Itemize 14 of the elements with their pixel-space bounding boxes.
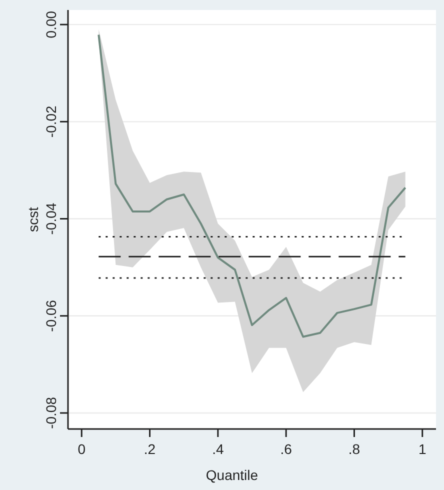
x-axis-title: Quantile	[206, 467, 258, 483]
x-tick-label: .4	[212, 441, 224, 457]
y-tick-label: -0.02	[43, 106, 59, 138]
y-tick-label: -0.04	[43, 202, 59, 235]
x-tick-label: .6	[280, 441, 292, 457]
y-tick-label: -0.06	[43, 300, 59, 332]
x-tick-label: 0	[78, 441, 86, 457]
y-axis-title: scst	[25, 206, 41, 232]
y-tick-label: 0.00	[43, 10, 59, 38]
line-series	[98, 34, 406, 338]
x-tick-label: .2	[144, 441, 156, 457]
y-tick-label: -0.08	[43, 396, 59, 429]
x-tick-label: 1	[418, 441, 426, 457]
x-tick-label: .8	[348, 441, 360, 457]
